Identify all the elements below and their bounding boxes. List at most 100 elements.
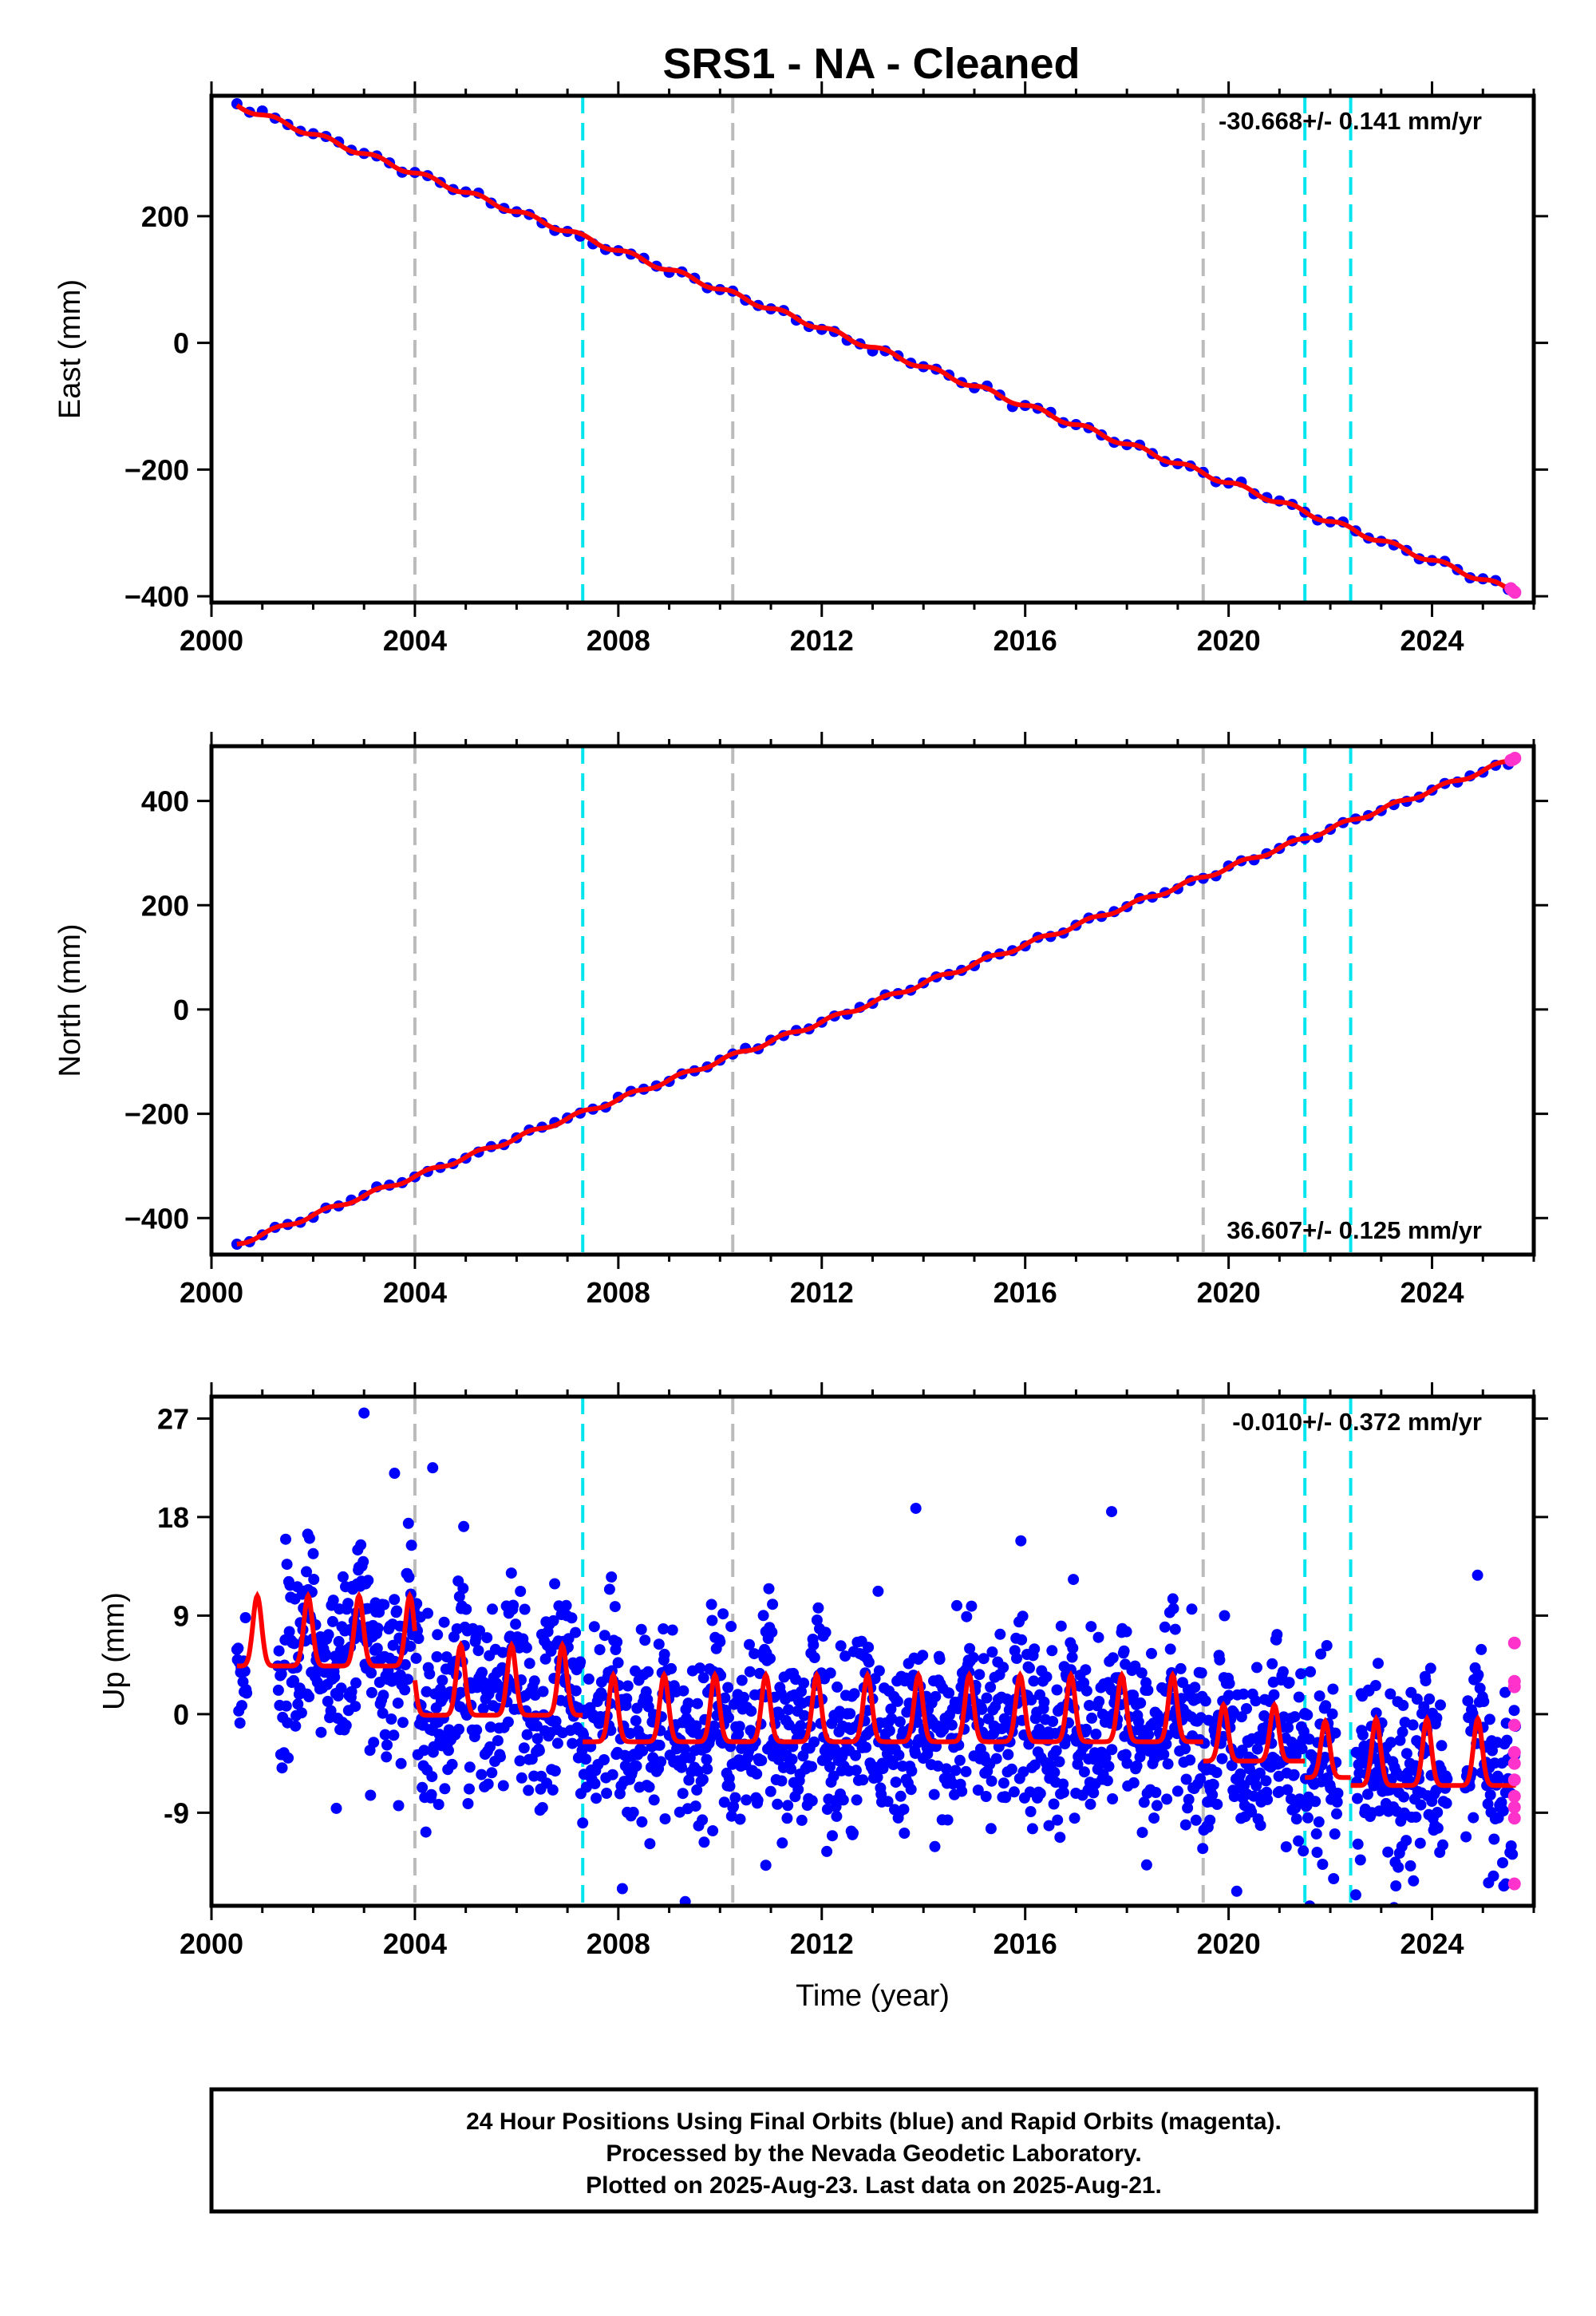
- up-data-point: [974, 1669, 986, 1681]
- up-data-point: [1296, 1743, 1308, 1755]
- up-data-point: [379, 1729, 391, 1741]
- north-x-tick-label: 2020: [1197, 1276, 1261, 1309]
- up-data-point: [1066, 1651, 1078, 1663]
- up-data-point: [678, 1685, 689, 1697]
- up-data-point: [1207, 1788, 1219, 1800]
- up-data-point: [820, 1626, 832, 1638]
- up-data-point: [515, 1586, 527, 1597]
- up-data-point: [1370, 1707, 1382, 1719]
- up-data-point: [391, 1605, 403, 1617]
- north-velocity-label: 36.607+/- 0.125 mm/yr: [1227, 1216, 1482, 1244]
- north-x-tick-label: 2016: [994, 1276, 1057, 1309]
- up-data-point: [1396, 1726, 1408, 1738]
- up-data-point: [798, 1709, 810, 1721]
- up-data-point: [1460, 1831, 1472, 1843]
- up-x-tick-label: 2016: [994, 1927, 1057, 1960]
- up-data-point: [1254, 1767, 1266, 1779]
- up-rapid-orbit-point-7: [1507, 1789, 1521, 1803]
- up-data-point: [424, 1668, 436, 1680]
- up-data-point: [1414, 1837, 1426, 1849]
- up-data-point: [476, 1769, 488, 1780]
- up-data-point: [894, 1716, 906, 1728]
- footer-line-2: Processed by the Nevada Geodetic Laborat…: [606, 2140, 1141, 2167]
- footer-line-1: 24 Hour Positions Using Final Orbits (bl…: [466, 2109, 1282, 2135]
- east-rapid-orbit-points: [1504, 582, 1522, 599]
- up-data-point: [1293, 1835, 1305, 1847]
- up-data-point: [1129, 1660, 1141, 1672]
- up-data-point: [437, 1674, 448, 1686]
- up-data-point: [1080, 1664, 1092, 1676]
- east-y-tick-label: 200: [141, 200, 189, 233]
- up-data-point: [1171, 1785, 1183, 1797]
- up-data-point: [577, 1817, 589, 1829]
- up-data-point: [1090, 1729, 1102, 1740]
- up-data-point: [630, 1760, 642, 1772]
- up-model-fit-segment-1: [412, 1640, 583, 1718]
- up-data-point: [666, 1662, 678, 1674]
- up-data-point: [697, 1672, 709, 1684]
- up-data-point: [275, 1668, 287, 1680]
- up-data-point: [1501, 1734, 1513, 1746]
- up-data-point: [1430, 1784, 1442, 1796]
- up-data-point: [1382, 1846, 1394, 1858]
- up-data-point: [792, 1784, 804, 1796]
- up-data-point: [1054, 1832, 1066, 1844]
- north-y-tick-label: 0: [173, 994, 189, 1026]
- up-data-point: [966, 1600, 978, 1612]
- up-data-point: [1331, 1808, 1342, 1820]
- up-data-point: [1235, 1768, 1246, 1780]
- up-data-point: [458, 1520, 470, 1532]
- up-data-point: [1499, 1686, 1511, 1698]
- up-data-point: [1487, 1870, 1499, 1882]
- up-data-point: [812, 1602, 824, 1614]
- up-data-point: [723, 1773, 735, 1784]
- up-y-tick-label: 9: [173, 1599, 189, 1632]
- up-data-point: [350, 1677, 361, 1689]
- up-data-point: [570, 1626, 582, 1638]
- up-data-point: [835, 1640, 847, 1652]
- up-data-point: [365, 1667, 377, 1679]
- up-data-point: [560, 1599, 572, 1611]
- up-data-point: [960, 1765, 972, 1777]
- up-data-point: [603, 1583, 615, 1595]
- up-data-point: [643, 1781, 655, 1793]
- up-data-point: [1167, 1593, 1179, 1605]
- up-data-point: [1357, 1729, 1369, 1741]
- up-data-point: [399, 1684, 411, 1696]
- up-data-point: [283, 1626, 295, 1638]
- up-data-point: [757, 1610, 769, 1622]
- up-data-point: [677, 1788, 689, 1800]
- up-data-point: [358, 1555, 369, 1567]
- up-data-point: [1025, 1806, 1037, 1817]
- up-data-point: [340, 1719, 352, 1731]
- up-data-point: [536, 1802, 548, 1813]
- up-data-point: [1332, 1788, 1344, 1799]
- east-velocity-label: -30.668+/- 0.141 mm/yr: [1219, 107, 1482, 135]
- up-data-point: [850, 1749, 862, 1761]
- up-data-point: [521, 1729, 533, 1741]
- up-data-point: [1120, 1749, 1132, 1761]
- up-data-point: [863, 1656, 875, 1668]
- up-x-tick-label: 2024: [1400, 1927, 1464, 1960]
- up-data-point: [795, 1720, 807, 1732]
- up-data-point: [481, 1632, 493, 1644]
- up-data-point: [547, 1784, 559, 1796]
- up-x-tick-label: 2004: [383, 1927, 447, 1960]
- up-data-point: [1407, 1719, 1419, 1731]
- up-data-point: [1321, 1640, 1333, 1651]
- up-data-point: [1017, 1611, 1029, 1622]
- east-x-tick-label: 2000: [180, 624, 243, 657]
- up-data-point: [377, 1707, 389, 1719]
- up-data-point: [612, 1657, 624, 1669]
- up-data-point: [910, 1748, 921, 1759]
- up-data-point: [776, 1837, 788, 1849]
- up-data-point: [1385, 1737, 1396, 1749]
- up-data-point: [440, 1651, 452, 1663]
- up-data-point: [518, 1742, 530, 1754]
- up-data-point: [734, 1813, 746, 1825]
- up-data-point: [368, 1737, 380, 1749]
- north-panel: 2000 2004 2008 2012 2016 2020 2024 −400 −200 0 200…: [53, 732, 1548, 1309]
- up-data-point: [887, 1759, 899, 1771]
- up-data-point: [832, 1681, 843, 1693]
- up-data-point: [273, 1645, 285, 1657]
